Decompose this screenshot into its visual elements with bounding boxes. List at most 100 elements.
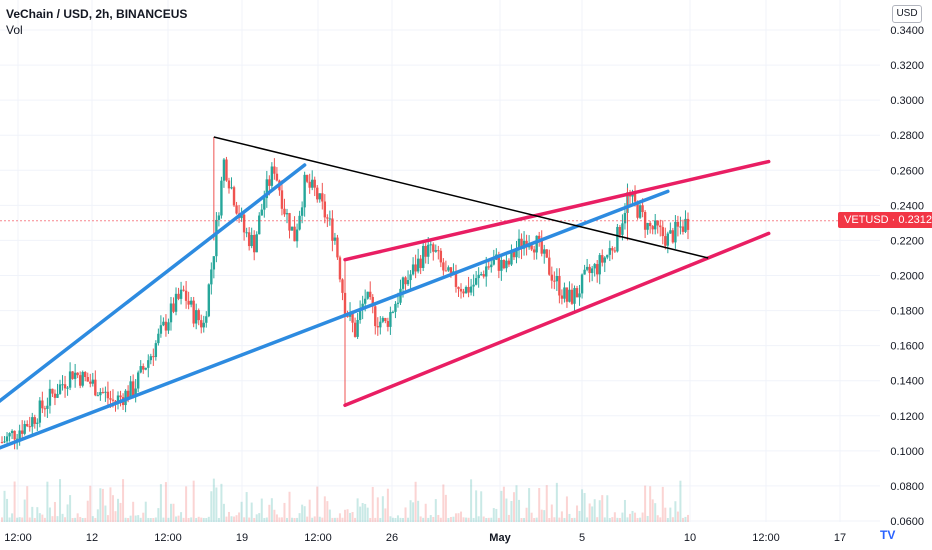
volume-bar (162, 517, 165, 522)
currency-button[interactable]: USD (892, 5, 922, 23)
candle-body (623, 212, 627, 224)
candle-body (260, 209, 263, 216)
candle-body (227, 180, 231, 189)
candle-body (212, 256, 216, 270)
candle-body (15, 438, 19, 440)
candle-body (598, 255, 601, 275)
volume-bar (432, 517, 435, 522)
volume-bar (525, 507, 528, 522)
candle-body (517, 238, 521, 250)
candle-body (346, 316, 349, 318)
volume-bar (676, 511, 679, 522)
candle-body (404, 277, 407, 285)
candle-body (31, 417, 34, 427)
candle-body (157, 333, 160, 344)
volume-bar (26, 486, 29, 522)
candle-body (568, 289, 571, 302)
volume-bar (129, 515, 132, 522)
volume-bar (477, 516, 480, 522)
candle-body (497, 254, 501, 271)
volume-bar (303, 506, 306, 522)
volume-bar (1, 517, 3, 522)
candle-body (152, 356, 155, 358)
time-tick-label: 5 (579, 532, 585, 544)
candle-body (265, 179, 269, 199)
volume-bar (649, 486, 652, 522)
volume-bar (84, 517, 87, 522)
volume-bar (679, 480, 682, 522)
candle-body (26, 424, 29, 427)
price-tick-label: 0.1600 (890, 341, 924, 353)
volume-bar (659, 517, 662, 522)
candle-body (676, 221, 680, 227)
volume-bar (452, 516, 455, 522)
volume-bar (427, 517, 430, 522)
volume-bar (394, 518, 397, 522)
candle-body (394, 303, 397, 312)
volume-bar (275, 514, 278, 522)
candle-body (530, 245, 533, 250)
candle-body (305, 174, 309, 182)
time-tick-label: 19 (236, 532, 248, 544)
volume-bar (550, 504, 553, 522)
candle-body (179, 289, 183, 299)
candle-body (104, 391, 107, 393)
candle-body (81, 371, 84, 386)
volume-bar (202, 517, 205, 522)
volume-bar (311, 517, 314, 522)
volume-bar (611, 517, 614, 522)
candle-body (232, 187, 236, 206)
candle-body (318, 193, 321, 200)
symbol-title[interactable]: VeChain / USD, 2h, BINANCEUS (6, 7, 188, 21)
volume-bar (217, 517, 220, 522)
volume-bar (298, 513, 301, 522)
volume-bar (558, 517, 561, 522)
volume-bar (316, 486, 319, 522)
candle-body (659, 225, 662, 228)
candle-body (532, 249, 536, 253)
candle-body (187, 300, 190, 305)
volume-bar (200, 517, 203, 522)
candle-body (78, 375, 82, 386)
candle-body (106, 391, 110, 399)
volume-bar (628, 513, 631, 522)
candle-body (76, 372, 79, 376)
candle-body (71, 371, 74, 379)
candle-body (308, 181, 311, 188)
volume-bar (646, 515, 649, 522)
candle-body (648, 222, 652, 227)
volume-bar (96, 509, 99, 522)
volume-bar (333, 517, 336, 522)
candle-body (111, 399, 115, 401)
candle-body (613, 250, 617, 252)
volume-bar (402, 517, 405, 522)
pink-channel-line (343, 231, 771, 408)
candle-body (459, 288, 463, 292)
time-tick-label: 12:00 (304, 532, 332, 544)
volume-bar (518, 499, 521, 522)
candle-body (94, 379, 97, 396)
volume-bar (465, 517, 468, 522)
volume-bar (288, 491, 291, 522)
volume-bar (623, 499, 626, 522)
candle-body (56, 393, 59, 398)
candle-body (429, 244, 432, 246)
candle-body (636, 201, 639, 218)
candle-body (376, 326, 379, 328)
candle-body (411, 264, 415, 275)
volume-bar (235, 515, 238, 522)
volume-bar (18, 517, 21, 522)
candle-body (638, 205, 642, 218)
candle-body (38, 400, 42, 423)
candle-body (565, 287, 569, 302)
candle-body (409, 274, 412, 281)
candle-body (194, 310, 198, 324)
volume-indicator-label[interactable]: Vol (6, 23, 23, 37)
time-tick-label: 12:00 (154, 532, 182, 544)
candle-body (235, 205, 238, 214)
candle-body (33, 417, 36, 424)
volume-bar (293, 517, 296, 522)
tradingview-logo-icon[interactable]: TV (880, 528, 896, 542)
volume-bar (507, 514, 510, 522)
